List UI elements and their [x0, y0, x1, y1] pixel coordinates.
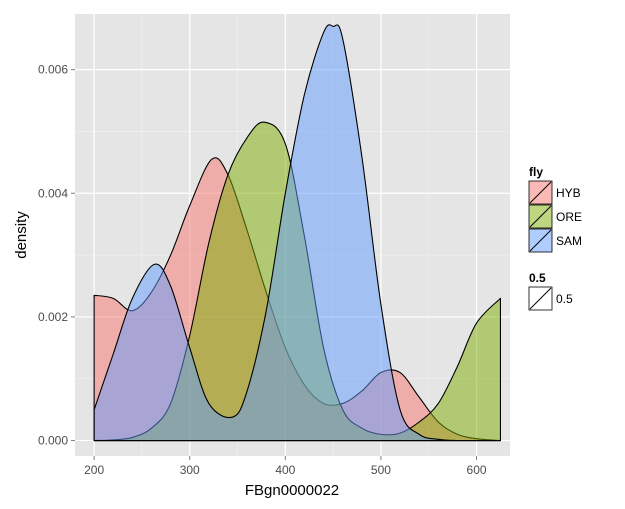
y-axis-title: density [13, 211, 30, 259]
x-axis-title: FBgn0000022 [245, 482, 339, 499]
legend-fill-title: fly [529, 165, 543, 179]
legend-alpha-key-slash [529, 287, 552, 310]
legend-fill-entries: HYB ORE SAM [528, 180, 582, 253]
legend-label: SAM [556, 234, 582, 248]
legend-label: ORE [556, 210, 582, 224]
x-tick-label: 600 [467, 463, 487, 477]
x-tick-label: 200 [84, 463, 104, 477]
y-tick-label: 0.002 [38, 310, 68, 324]
legend-label: HYB [556, 186, 581, 200]
y-axis: 0.000 0.002 0.004 0.006 [38, 63, 75, 448]
legend-entry-hyb: HYB [528, 180, 581, 205]
density-areas [93, 24, 501, 442]
legend-entry-ore: ORE [528, 204, 582, 229]
y-tick-label: 0.000 [38, 434, 68, 448]
legend-key-slash [529, 181, 552, 204]
legend-alpha-entry: 0.5 [528, 286, 573, 311]
legend-alpha-title: 0.5 [529, 271, 546, 285]
legend: fly HYB ORE SAM 0.5 0.5 [528, 165, 582, 311]
y-tick-label: 0.006 [38, 63, 68, 77]
density-area-sam [93, 24, 501, 442]
x-tick-label: 300 [180, 463, 200, 477]
legend-key-slash [529, 205, 552, 228]
x-tick-label: 400 [275, 463, 295, 477]
x-tick-label: 500 [371, 463, 391, 477]
y-tick-label: 0.004 [38, 186, 68, 200]
legend-entry-sam: SAM [528, 228, 582, 253]
x-axis: 200 300 400 500 600 [84, 456, 487, 477]
legend-key-slash [529, 229, 552, 252]
legend-alpha-label: 0.5 [556, 292, 573, 306]
